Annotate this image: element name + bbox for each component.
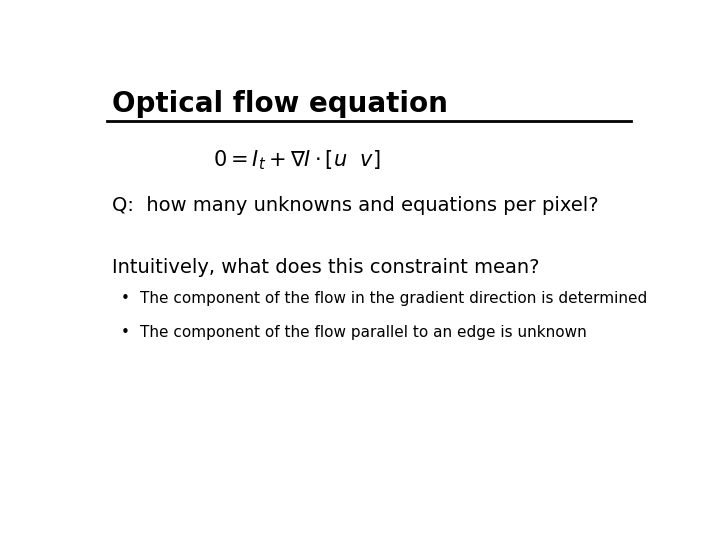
Text: The component of the flow in the gradient direction is determined: The component of the flow in the gradien… [140, 292, 647, 306]
Text: The component of the flow parallel to an edge is unknown: The component of the flow parallel to an… [140, 325, 587, 340]
Text: Intuitively, what does this constraint mean?: Intuitively, what does this constraint m… [112, 258, 540, 277]
Text: $0 = I_t + \nabla I \cdot [u \ \ v]$: $0 = I_t + \nabla I \cdot [u \ \ v]$ [213, 148, 380, 172]
Text: •: • [121, 292, 130, 306]
Text: •: • [121, 325, 130, 340]
Text: Q:  how many unknowns and equations per pixel?: Q: how many unknowns and equations per p… [112, 196, 599, 215]
Text: Optical flow equation: Optical flow equation [112, 90, 448, 118]
